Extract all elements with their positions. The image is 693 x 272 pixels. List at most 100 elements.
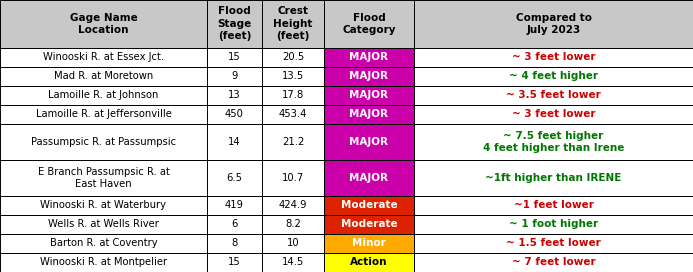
Bar [0,67,207,86]
Bar [324,234,414,253]
Bar [0,234,207,253]
Text: 424.9: 424.9 [279,200,307,211]
Bar [207,105,262,124]
Text: ~ 1.5 feet lower: ~ 1.5 feet lower [506,239,601,248]
Text: Lamoille R. at Johnson: Lamoille R. at Johnson [49,90,159,100]
Bar [207,67,262,86]
Bar [0,105,207,124]
Text: MAJOR: MAJOR [349,137,389,147]
Text: ~ 7 feet lower: ~ 7 feet lower [511,258,595,267]
Bar [262,105,324,124]
Bar [414,196,693,215]
Bar [414,67,693,86]
Text: Passumpsic R. at Passumpsic: Passumpsic R. at Passumpsic [31,137,176,147]
Bar [262,48,324,67]
Bar [0,48,207,67]
Text: 17.8: 17.8 [282,90,304,100]
Text: Lamoille R. at Jeffersonville: Lamoille R. at Jeffersonville [35,109,171,119]
Bar [414,105,693,124]
Bar [324,48,414,67]
Bar [324,196,414,215]
Text: 15: 15 [228,258,241,267]
Bar [324,67,414,86]
Text: ~ 3 feet lower: ~ 3 feet lower [511,109,595,119]
Text: Flood
Stage
(feet): Flood Stage (feet) [218,6,252,41]
Bar [207,86,262,105]
Text: Winooski R. at Montpelier: Winooski R. at Montpelier [40,258,167,267]
Bar [414,0,693,48]
Text: Flood
Category: Flood Category [342,13,396,35]
Text: ~1 feet lower: ~1 feet lower [514,200,593,211]
Text: 14.5: 14.5 [282,258,304,267]
Text: 453.4: 453.4 [279,109,307,119]
Bar [262,86,324,105]
Bar [262,124,324,160]
Bar [414,86,693,105]
Text: ~ 3 feet lower: ~ 3 feet lower [511,52,595,62]
Bar [207,234,262,253]
Text: ~1ft higher than IRENE: ~1ft higher than IRENE [485,173,622,183]
Bar [324,0,414,48]
Text: ~ 4 feet higher: ~ 4 feet higher [509,71,598,81]
Bar [414,48,693,67]
Bar [207,0,262,48]
Text: 13.5: 13.5 [282,71,304,81]
Text: 8.2: 8.2 [285,220,301,230]
Bar [207,160,262,196]
Bar [0,253,207,272]
Bar [0,160,207,196]
Bar [207,215,262,234]
Text: Compared to
July 2023: Compared to July 2023 [516,13,592,35]
Text: Wells R. at Wells River: Wells R. at Wells River [48,220,159,230]
Text: MAJOR: MAJOR [349,173,389,183]
Text: ~ 3.5 feet lower: ~ 3.5 feet lower [506,90,601,100]
Text: 450: 450 [225,109,244,119]
Text: 14: 14 [228,137,240,147]
Bar [262,160,324,196]
Text: 6: 6 [231,220,238,230]
Text: MAJOR: MAJOR [349,52,389,62]
Bar [262,196,324,215]
Bar [324,105,414,124]
Bar [324,86,414,105]
Text: 419: 419 [225,200,244,211]
Text: 15: 15 [228,52,241,62]
Bar [414,124,693,160]
Text: Moderate: Moderate [341,200,397,211]
Bar [207,196,262,215]
Text: Minor: Minor [352,239,386,248]
Text: Moderate: Moderate [341,220,397,230]
Bar [262,0,324,48]
Bar [207,124,262,160]
Text: Barton R. at Coventry: Barton R. at Coventry [50,239,157,248]
Bar [414,253,693,272]
Text: 8: 8 [231,239,238,248]
Text: MAJOR: MAJOR [349,71,389,81]
Bar [324,215,414,234]
Bar [262,215,324,234]
Text: 20.5: 20.5 [282,52,304,62]
Text: Winooski R. at Waterbury: Winooski R. at Waterbury [40,200,166,211]
Bar [414,160,693,196]
Bar [262,234,324,253]
Text: 6.5: 6.5 [227,173,243,183]
Text: Winooski R. at Essex Jct.: Winooski R. at Essex Jct. [43,52,164,62]
Text: MAJOR: MAJOR [349,109,389,119]
Bar [262,67,324,86]
Text: ~ 7.5 feet higher
4 feet higher than Irene: ~ 7.5 feet higher 4 feet higher than Ire… [483,131,624,153]
Bar [0,0,207,48]
Text: 21.2: 21.2 [282,137,304,147]
Text: 10: 10 [287,239,299,248]
Text: Gage Name
Location: Gage Name Location [69,13,137,35]
Bar [207,48,262,67]
Text: Mad R. at Moretown: Mad R. at Moretown [54,71,153,81]
Text: 10.7: 10.7 [282,173,304,183]
Text: ~ 1 foot higher: ~ 1 foot higher [509,220,598,230]
Bar [0,215,207,234]
Bar [414,234,693,253]
Bar [0,124,207,160]
Bar [262,253,324,272]
Bar [324,160,414,196]
Bar [0,86,207,105]
Bar [324,253,414,272]
